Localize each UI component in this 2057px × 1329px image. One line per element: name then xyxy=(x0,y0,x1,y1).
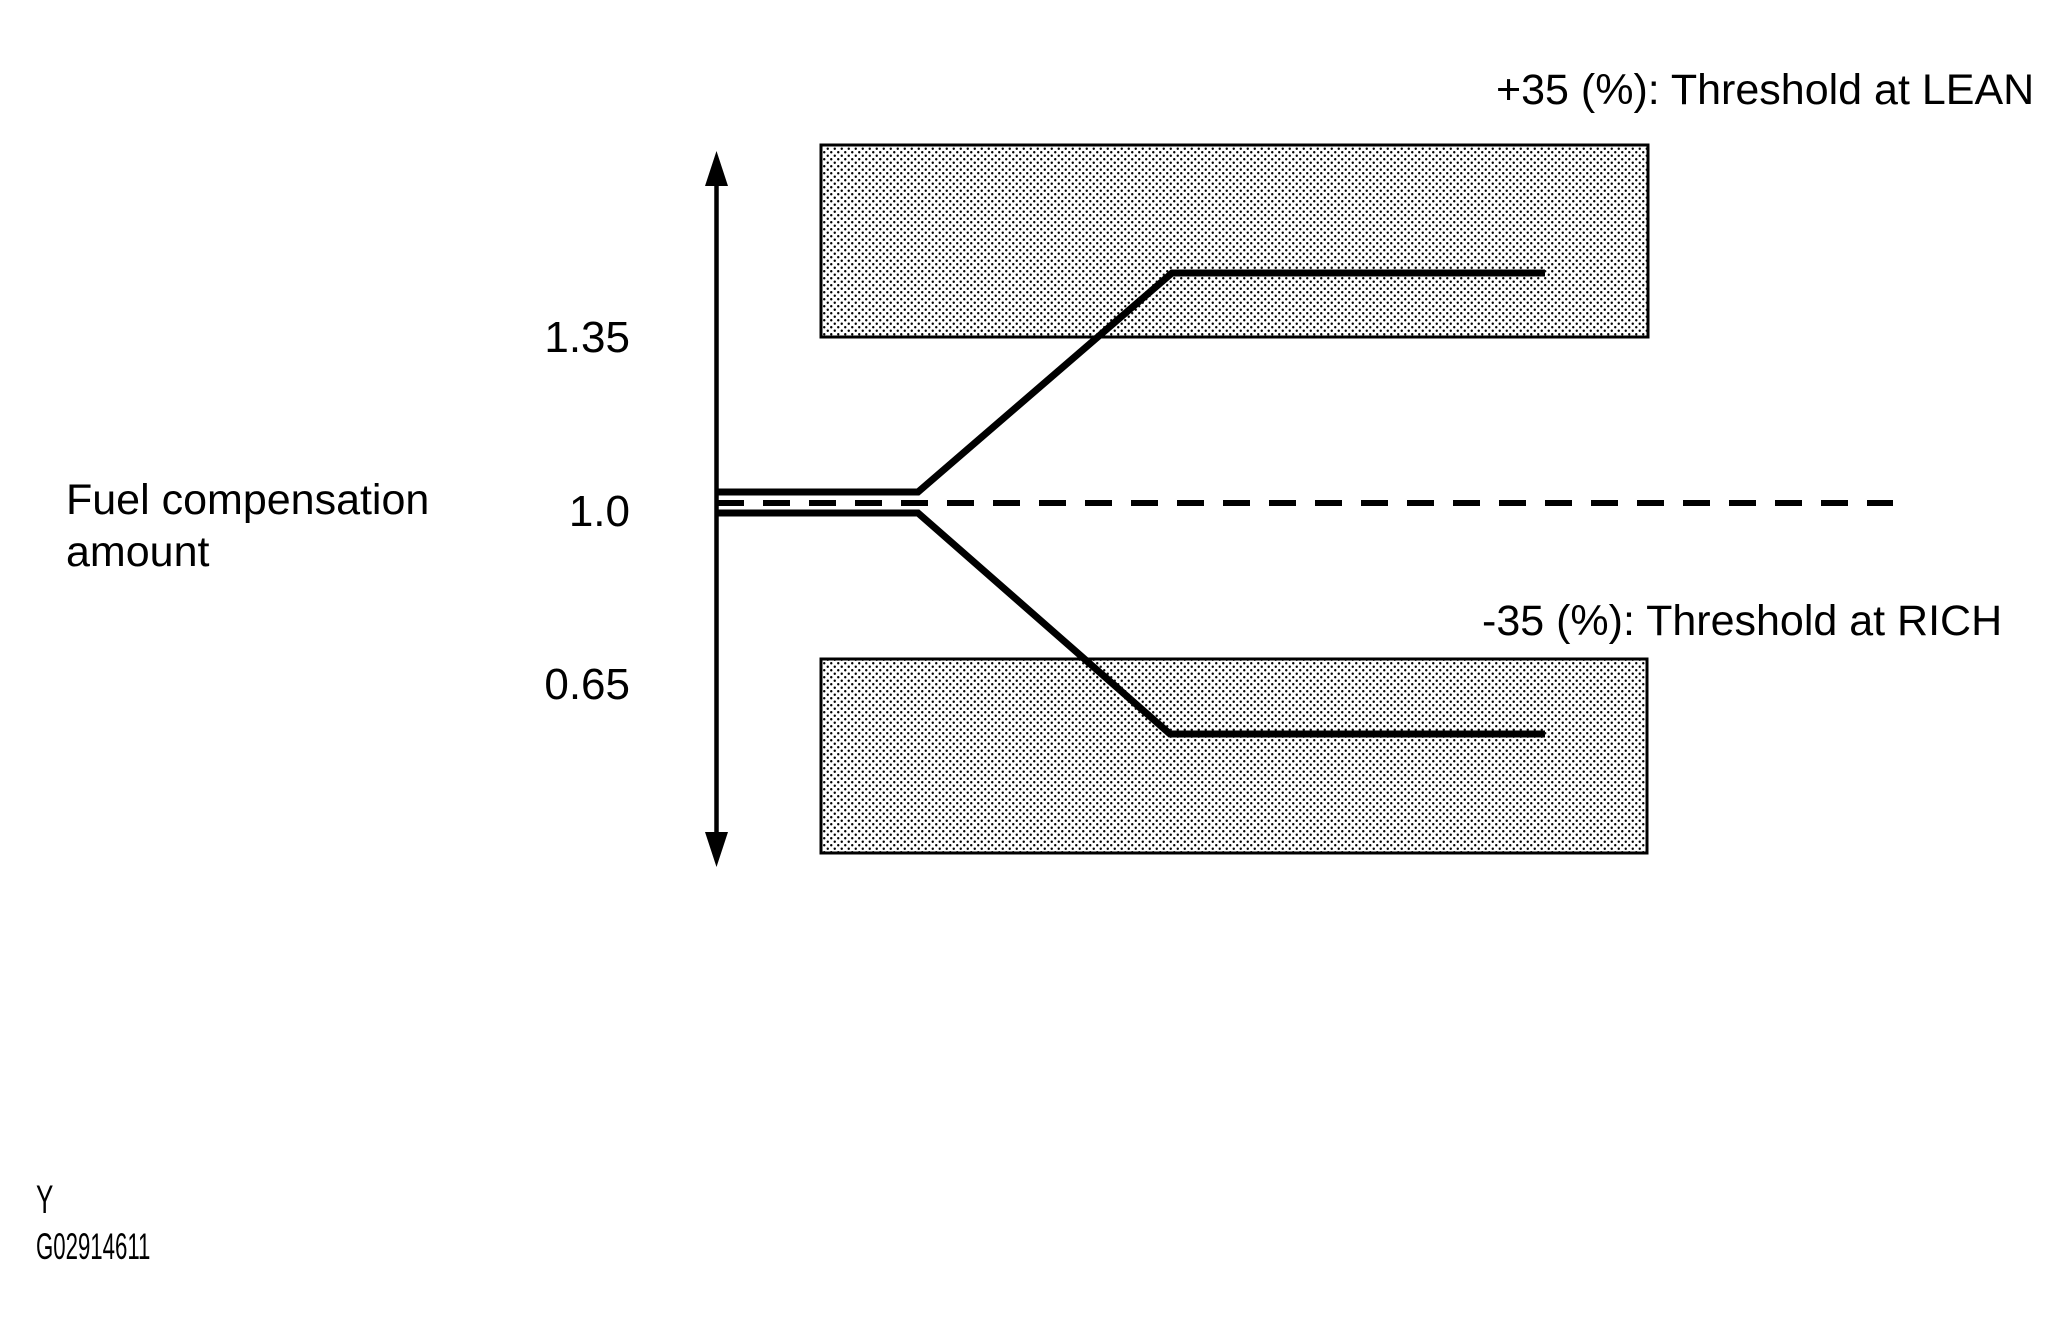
lean-threshold-band xyxy=(819,143,1650,339)
rich-compensation-line xyxy=(716,509,1545,738)
figure-code: G02914611 xyxy=(36,1226,151,1267)
rich-threshold-label: -35 (%): Threshold at RICH xyxy=(1482,597,2003,645)
tick-label-0-65: 0.65 xyxy=(544,660,630,709)
figure-axis-letter: Y xyxy=(36,1178,54,1222)
y-axis-label: Fuel compensation amount xyxy=(66,476,430,576)
lean-threshold-label: +35 (%): Threshold at LEAN xyxy=(1496,66,2035,114)
lean-compensation-line xyxy=(716,269,1545,496)
y-axis-arrowhead-up xyxy=(705,151,728,186)
tick-label-1-35: 1.35 xyxy=(544,313,630,362)
rich-threshold-band xyxy=(819,657,1649,855)
y-axis-arrowhead-down xyxy=(705,832,728,867)
tick-label-1-0: 1.0 xyxy=(568,487,630,536)
